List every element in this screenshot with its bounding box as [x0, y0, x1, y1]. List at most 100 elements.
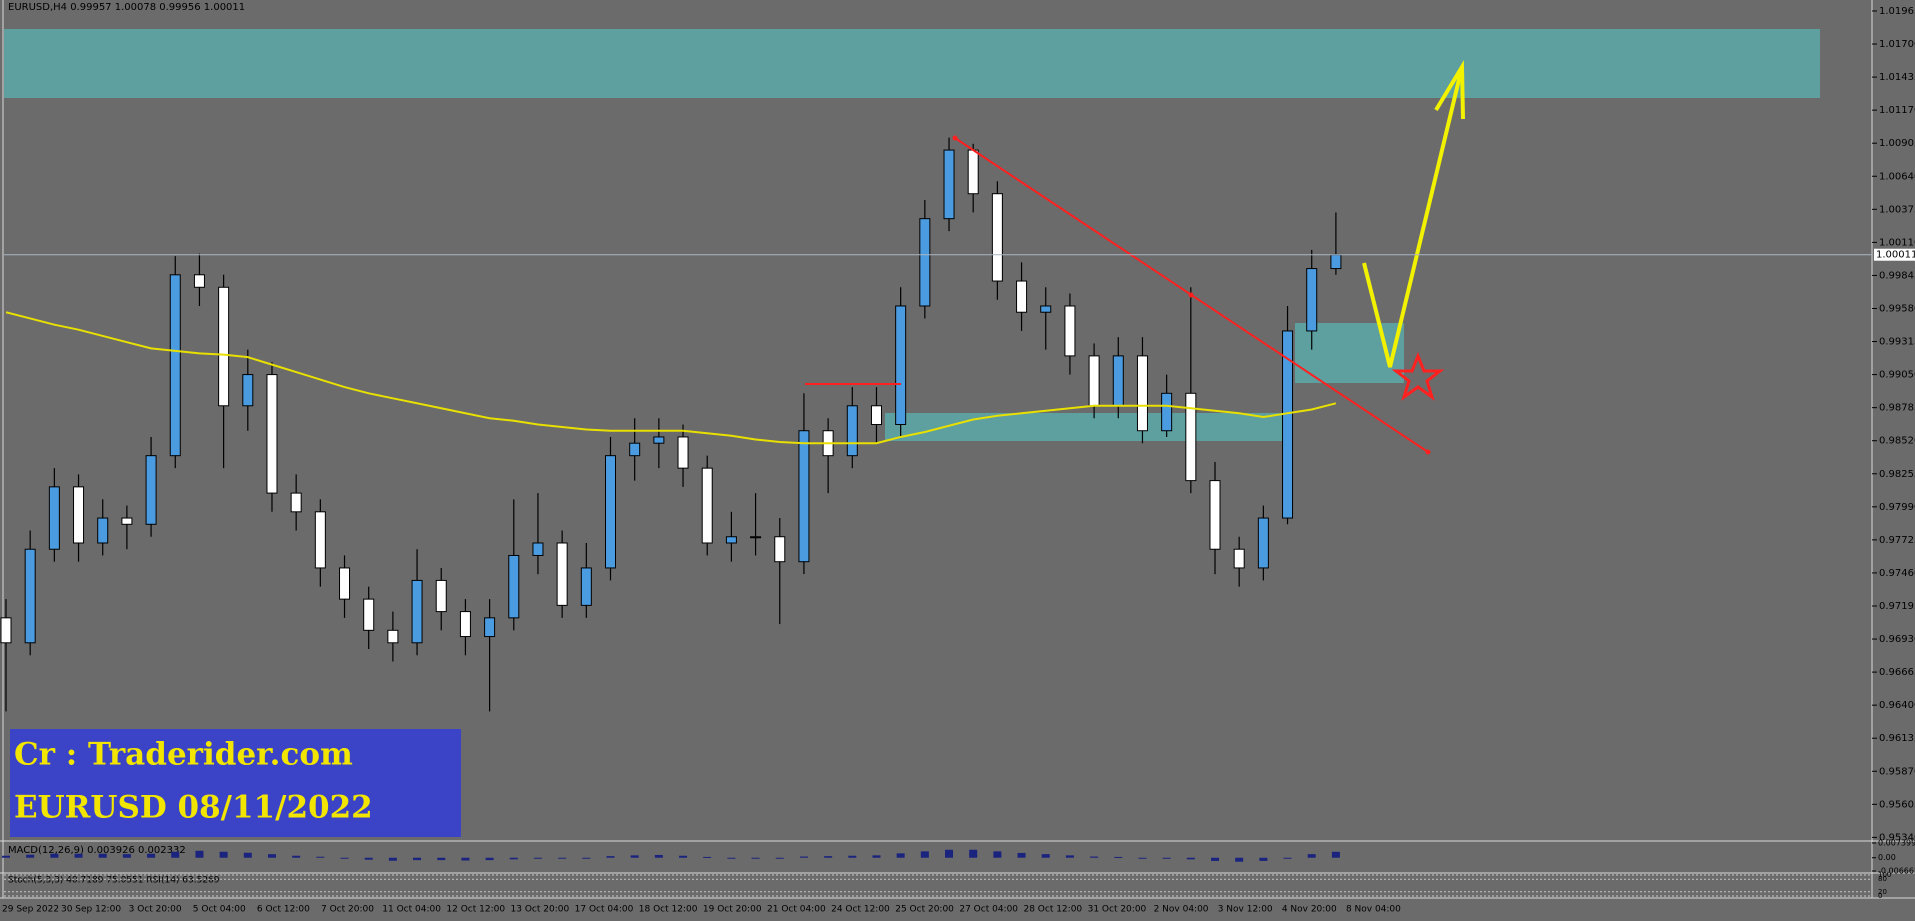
- candle-body: [1161, 392, 1173, 432]
- macd-bar: [533, 857, 542, 859]
- macd-bar: [437, 857, 446, 861]
- projection-arrow: [1362, 66, 1464, 368]
- candle-body: [193, 274, 205, 288]
- y-tick-label: 0.99315: [1879, 337, 1915, 348]
- macd-bar: [1041, 854, 1050, 858]
- candle-body: [0, 617, 12, 644]
- candle-body: [24, 548, 36, 644]
- macd-bar: [267, 854, 276, 858]
- candle-body: [508, 554, 520, 619]
- candle-body: [145, 455, 157, 525]
- candle-body: [895, 305, 907, 425]
- x-tick-label: 17 Oct 04:00: [575, 905, 634, 915]
- candle-body: [121, 517, 133, 525]
- candle-body: [774, 536, 786, 563]
- y-tick-label: 1.01170: [1879, 105, 1915, 116]
- candle-body: [411, 579, 423, 644]
- macd-bar: [775, 857, 784, 859]
- candle-body: [556, 542, 568, 606]
- candle-body: [339, 567, 351, 600]
- macd-bar: [1090, 856, 1099, 858]
- macd-bar: [920, 851, 929, 858]
- arrow-head: [1434, 60, 1465, 120]
- y-tick-label: 1.01965: [1879, 6, 1915, 17]
- x-tick-label: 27 Oct 04:00: [959, 905, 1018, 915]
- candle-body: [1040, 305, 1052, 313]
- macd-bar: [292, 855, 301, 858]
- macd-bar: [679, 855, 688, 858]
- macd-bar: [1065, 855, 1074, 858]
- candle-body: [218, 286, 230, 407]
- candle-body: [532, 542, 544, 556]
- candle-body: [484, 617, 496, 638]
- candle-body: [750, 536, 762, 539]
- y-tick-label: 0.98255: [1879, 469, 1915, 480]
- macd-bar: [993, 851, 1002, 858]
- x-tick-label: 7 Oct 20:00: [321, 905, 374, 915]
- candle-body: [266, 374, 278, 494]
- macd-bar: [1235, 857, 1244, 862]
- x-tick-label: 8 Nov 04:00: [1346, 905, 1401, 915]
- candle-body: [1016, 280, 1028, 313]
- macd-bar: [703, 856, 712, 858]
- chart-header: EURUSD,H4 0.99957 1.00078 0.99956 1.0001…: [8, 2, 245, 13]
- macd-bar: [340, 857, 349, 859]
- x-tick-label: 18 Oct 12:00: [639, 905, 698, 915]
- last-price-box: [1874, 248, 1915, 261]
- y-tick-label: 0.96135: [1879, 733, 1915, 744]
- macd-bar: [727, 857, 736, 859]
- candle-body: [943, 149, 955, 220]
- x-tick-label: 30 Sep 12:00: [61, 905, 121, 915]
- macd-bar: [969, 849, 978, 858]
- macd-bar: [98, 853, 107, 858]
- macd-bar: [606, 856, 615, 858]
- macd-bar: [1114, 856, 1123, 858]
- macd-bar: [848, 855, 857, 858]
- macd-bar: [1331, 851, 1340, 858]
- trendline-point: [952, 135, 958, 141]
- macd-bar: [654, 854, 663, 858]
- candle-body: [290, 492, 302, 513]
- y-tick-label: 0.98785: [1879, 403, 1915, 414]
- candle-body: [798, 430, 810, 563]
- candle-body: [387, 629, 399, 644]
- y-tick-label: 0.97725: [1879, 535, 1915, 546]
- macd-bar: [147, 853, 156, 858]
- macd-bar: [461, 857, 470, 861]
- stoch-tick-label: 0: [1878, 892, 1882, 900]
- stoch-tick-label: 100: [1878, 871, 1891, 879]
- candle-body: [846, 405, 858, 457]
- macd-bar: [243, 852, 252, 858]
- macd-bar: [1307, 854, 1316, 858]
- macd-bar: [316, 856, 325, 858]
- candle-body: [1136, 355, 1148, 432]
- candle-body: [1257, 517, 1269, 569]
- macd-bar: [582, 857, 591, 859]
- x-tick-label: 31 Oct 20:00: [1088, 905, 1147, 915]
- supply-zone: [4, 29, 1820, 98]
- last-price-label: 1.00011: [1876, 250, 1915, 261]
- x-tick-label: 19 Oct 20:00: [703, 905, 762, 915]
- x-tick-label: 12 Oct 12:00: [446, 905, 505, 915]
- macd-bar: [74, 853, 83, 858]
- macd-bar: [413, 857, 422, 861]
- macd-bar: [799, 856, 808, 858]
- y-tick-label: 0.95605: [1879, 799, 1915, 810]
- candle-body: [967, 149, 979, 195]
- candle-body: [73, 486, 85, 544]
- macd-bar: [1138, 857, 1147, 859]
- watermark-box: [10, 729, 461, 837]
- candle-body: [605, 455, 616, 569]
- stoch-label: Stoch(5,3,3) 40.7189 75.0551 RSI(14) 63.…: [8, 876, 220, 886]
- macd-bar: [896, 853, 905, 858]
- candle-body: [1306, 268, 1318, 332]
- candle-body: [435, 579, 447, 613]
- y-tick-label: 0.99845: [1879, 270, 1915, 281]
- x-tick-label: 2 Nov 04:00: [1154, 905, 1209, 915]
- candle-body: [1064, 305, 1076, 357]
